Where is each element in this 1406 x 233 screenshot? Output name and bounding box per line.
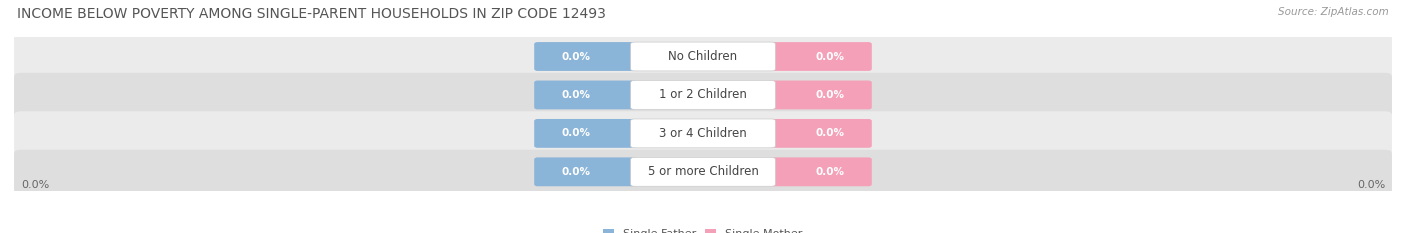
FancyBboxPatch shape [534, 81, 637, 109]
FancyBboxPatch shape [14, 34, 1392, 79]
FancyBboxPatch shape [631, 119, 775, 148]
Text: 0.0%: 0.0% [815, 128, 844, 138]
FancyBboxPatch shape [769, 158, 872, 186]
FancyBboxPatch shape [631, 42, 775, 71]
FancyBboxPatch shape [769, 42, 872, 71]
FancyBboxPatch shape [631, 158, 775, 186]
Text: INCOME BELOW POVERTY AMONG SINGLE-PARENT HOUSEHOLDS IN ZIP CODE 12493: INCOME BELOW POVERTY AMONG SINGLE-PARENT… [17, 7, 606, 21]
FancyBboxPatch shape [14, 111, 1392, 155]
FancyBboxPatch shape [534, 119, 637, 148]
Text: 0.0%: 0.0% [562, 51, 591, 62]
Legend: Single Father, Single Mother: Single Father, Single Mother [603, 229, 803, 233]
Text: 1 or 2 Children: 1 or 2 Children [659, 89, 747, 101]
Text: 0.0%: 0.0% [815, 90, 844, 100]
FancyBboxPatch shape [769, 81, 872, 109]
Text: 0.0%: 0.0% [1357, 180, 1385, 190]
Text: 0.0%: 0.0% [815, 167, 844, 177]
FancyBboxPatch shape [631, 81, 775, 109]
Text: 3 or 4 Children: 3 or 4 Children [659, 127, 747, 140]
FancyBboxPatch shape [769, 119, 872, 148]
Text: No Children: No Children [668, 50, 738, 63]
FancyBboxPatch shape [14, 150, 1392, 194]
Text: 0.0%: 0.0% [562, 167, 591, 177]
FancyBboxPatch shape [534, 42, 637, 71]
Text: 0.0%: 0.0% [562, 90, 591, 100]
FancyBboxPatch shape [534, 158, 637, 186]
Text: 0.0%: 0.0% [21, 180, 49, 190]
Text: 5 or more Children: 5 or more Children [648, 165, 758, 178]
Text: 0.0%: 0.0% [815, 51, 844, 62]
FancyBboxPatch shape [14, 73, 1392, 117]
Text: 0.0%: 0.0% [562, 128, 591, 138]
Text: Source: ZipAtlas.com: Source: ZipAtlas.com [1278, 7, 1389, 17]
